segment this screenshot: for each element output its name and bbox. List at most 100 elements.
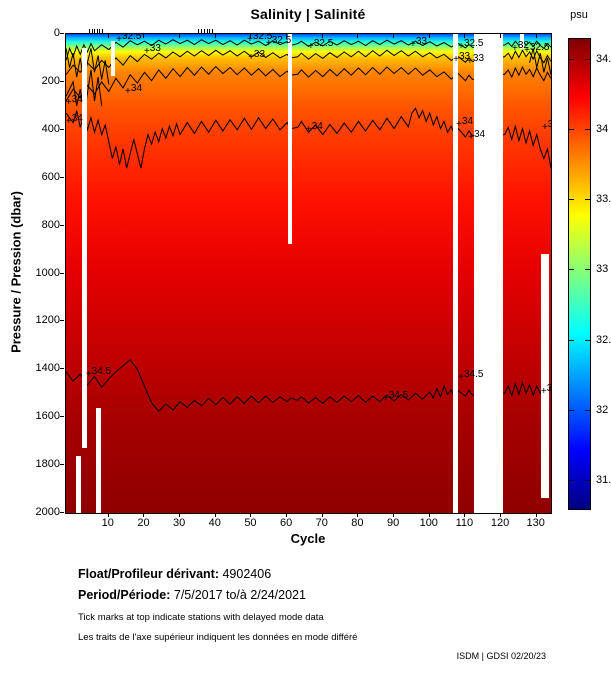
contour-label-marker: +: [265, 38, 272, 50]
x-axis-tick-label: 30: [172, 517, 186, 529]
contour-label: +34: [456, 116, 473, 129]
x-axis-tick-label: 100: [419, 517, 438, 529]
y-axis-tick: [60, 512, 64, 513]
x-axis-tick-label: 70: [315, 517, 328, 529]
contour-label-marker: +: [85, 369, 92, 380]
x-axis-top-tick: [321, 34, 323, 38]
x-axis-tick-label: 80: [351, 517, 364, 529]
contour-label-text: 34: [130, 82, 143, 94]
y-axis-tick: [60, 128, 64, 130]
contour-label: +32.5: [458, 38, 483, 51]
contour-label: +32.5: [116, 34, 141, 44]
contour-label-marker: +: [382, 392, 389, 404]
float-id-value: 4902406: [222, 567, 272, 581]
y-axis-tick-label: 2000: [35, 506, 60, 518]
colorbar-tick: [585, 339, 590, 341]
x-axis-top-tick: [428, 34, 430, 38]
colorbar-tick: [569, 479, 574, 481]
contour-label: +34.5: [382, 389, 409, 404]
contour-label-marker: +: [541, 122, 548, 134]
contour-34.5: [66, 360, 551, 411]
y-axis-tick: [60, 416, 64, 418]
y-axis-tick-label: 200: [41, 74, 60, 87]
contour-33: [66, 50, 551, 74]
x-axis-top-tick: [286, 34, 288, 38]
contour-label-marker: +: [307, 40, 314, 52]
contour-label: +34.5: [458, 369, 483, 382]
period-value: 7/5/2017 to/à 2/24/2021: [173, 588, 306, 602]
colorbar-tick-label: 32.5: [596, 333, 611, 346]
contour-label-text: 32.5: [313, 37, 334, 49]
y-axis-label: Pressure / Pression (dbar): [8, 191, 24, 353]
contour-label-text: 34: [473, 128, 486, 140]
delayed-mode-tick: [99, 29, 101, 34]
colorbar-tick: [569, 59, 574, 61]
y-axis-tick: [60, 80, 64, 82]
contour-label: +33: [453, 51, 471, 65]
x-axis-tick-label: 10: [101, 517, 114, 529]
delayed-mode-tick: [209, 29, 211, 34]
data-gap: [473, 34, 503, 513]
x-axis-tick: [107, 513, 109, 517]
y-axis-tick-label: 1200: [35, 314, 60, 327]
delayed-mode-tick: [89, 29, 91, 34]
x-axis-top-tick: [357, 34, 359, 38]
contour-label-marker: +: [66, 96, 72, 108]
contour-label-text: 34: [71, 113, 83, 125]
contour-label: +32.5: [265, 36, 291, 50]
contour-label-marker: +: [524, 44, 530, 56]
y-axis-tick: [60, 33, 64, 34]
contour-label-text: 34.5: [388, 389, 409, 401]
contour-label-marker: +: [248, 51, 254, 63]
data-gap: [541, 254, 549, 498]
contour-label-marker: +: [511, 43, 518, 55]
x-axis-tick: [393, 513, 395, 517]
colorbar-tick: [585, 409, 590, 411]
x-axis-tick-label: 120: [490, 517, 510, 529]
y-axis-tick: [60, 224, 64, 226]
x-axis-tick: [428, 513, 430, 517]
colorbar-tick-label: 34: [596, 123, 609, 136]
x-axis-top-tick: [464, 34, 466, 38]
y-axis-tick-label: 1000: [35, 266, 60, 279]
y-axis-tick: [60, 176, 64, 178]
note-french: Les traits de l'axe supérieur indiquent …: [78, 632, 358, 643]
data-gap: [95, 407, 101, 513]
data-gap: [288, 34, 293, 245]
colorbar-tick: [569, 409, 574, 411]
x-axis-top-tick: [535, 34, 537, 38]
contour-label-text: 33: [472, 52, 485, 64]
y-axis-tick-label: 1600: [35, 410, 60, 423]
period-label: Period/Période:: [78, 588, 171, 602]
contour-label: +34: [305, 121, 323, 135]
contour-label: +33: [248, 49, 265, 63]
credit-line: ISDM | GDSI 02/20/23: [456, 651, 546, 661]
contour-label-text: 33: [458, 51, 471, 63]
x-axis-tick: [143, 513, 145, 517]
delayed-mode-tick: [94, 29, 96, 34]
x-axis-tick: [464, 513, 466, 517]
contour-label: +33: [144, 43, 161, 56]
contour-minor: [530, 48, 551, 74]
plot-clip: +32.5 +33 +32.5 +32.5 +33 +32.5 +33 +32.5 +33 +33…: [66, 34, 551, 513]
contour-label-text: 32.5: [252, 34, 273, 42]
y-axis-tick-label: 400: [41, 122, 60, 135]
x-axis-tick: [214, 513, 216, 517]
data-gap: [519, 34, 524, 50]
x-axis-top-tick: [107, 34, 109, 38]
data-gap: [110, 40, 115, 76]
y-axis-tick: [60, 320, 64, 322]
delayed-mode-tick: [203, 29, 205, 34]
contour-label: +32.5: [247, 34, 273, 44]
data-gap: [82, 48, 88, 449]
contour-label-text: 32.5: [529, 41, 550, 53]
contour-label: +33: [467, 52, 485, 66]
contour-label-marker: +: [305, 123, 312, 135]
colorbar-tick: [569, 129, 574, 131]
contour-label: +34: [541, 120, 551, 134]
salinity-heatmap: [66, 34, 551, 513]
x-axis-tick-label: 60: [279, 517, 293, 529]
colorbar-tick: [585, 479, 590, 481]
data-gap: [452, 34, 458, 513]
